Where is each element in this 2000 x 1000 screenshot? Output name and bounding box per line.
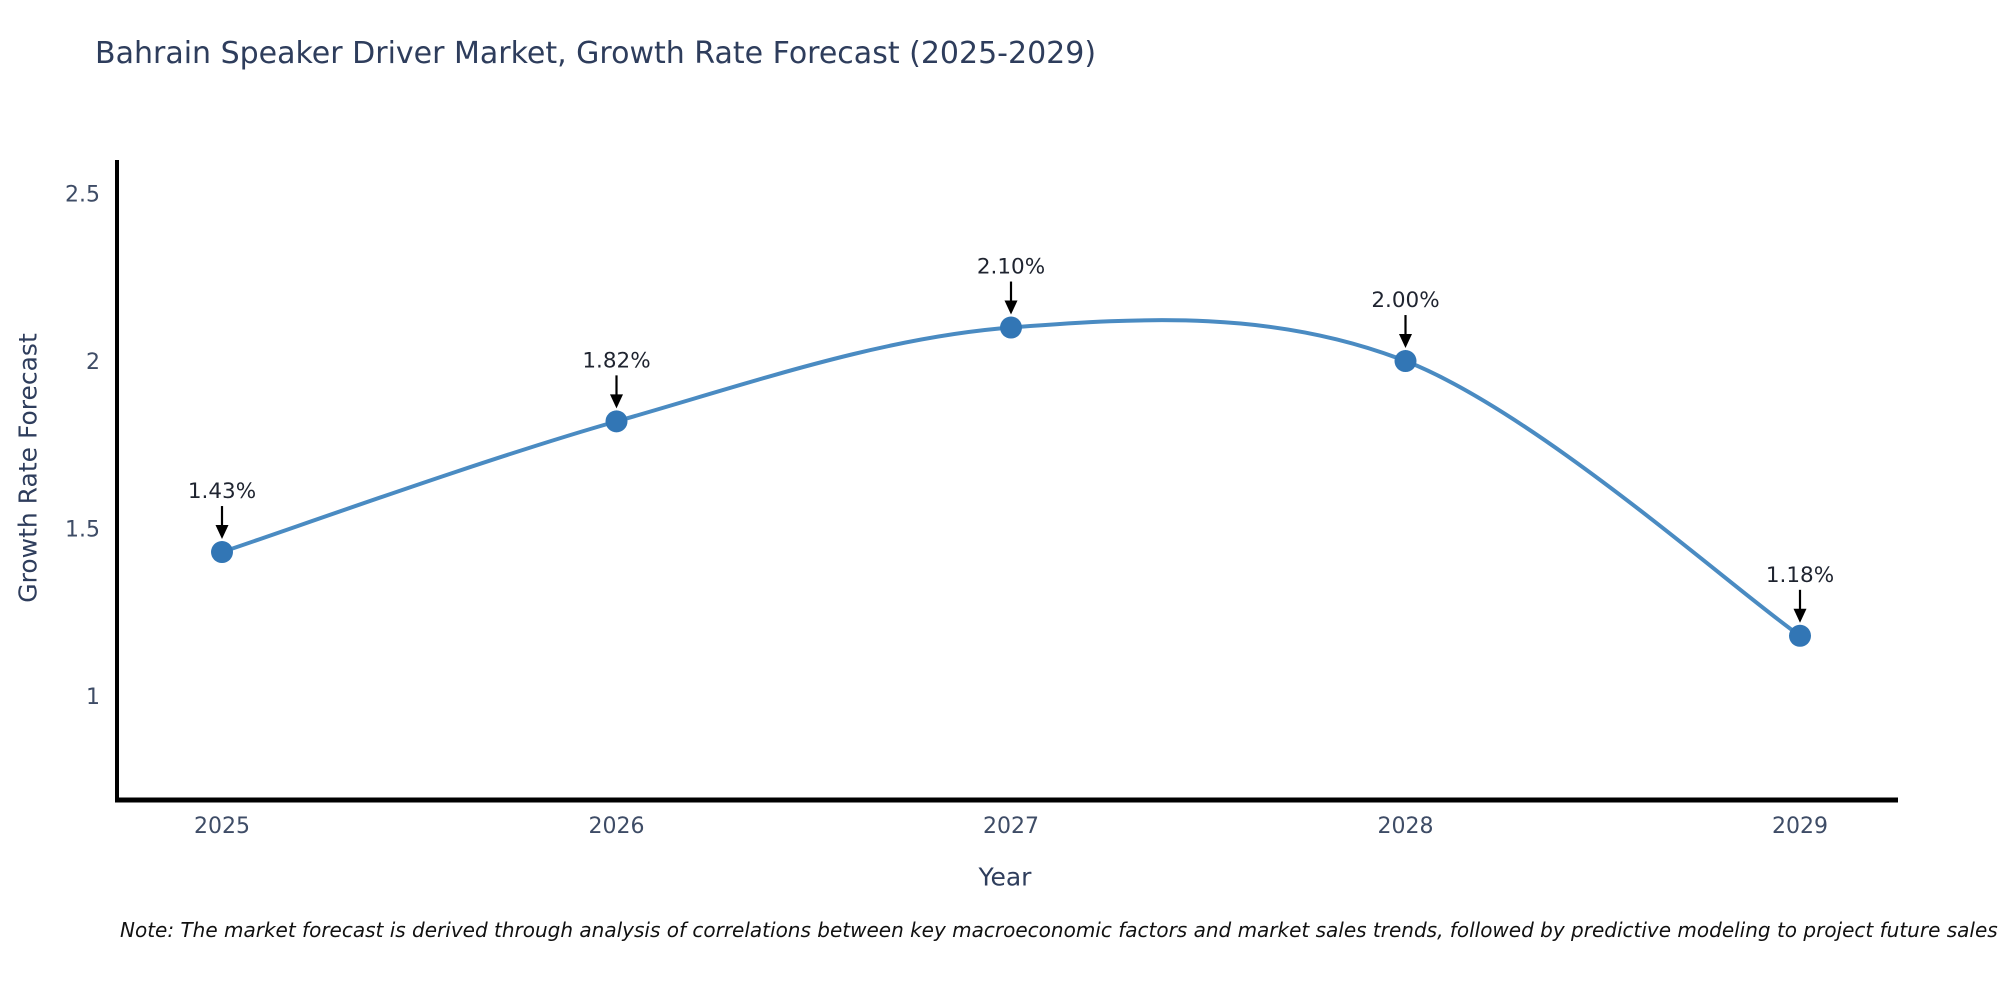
data-point-marker: [605, 410, 628, 433]
y-tick-label: 2.5: [65, 183, 100, 208]
x-axis-title: Year: [978, 862, 1032, 892]
x-tick-label: 2029: [1772, 814, 1828, 839]
annotation-arrowhead-icon: [1004, 300, 1018, 315]
data-point-label: 1.18%: [1766, 563, 1834, 588]
chart-title: Bahrain Speaker Driver Market, Growth Ra…: [95, 36, 1097, 71]
data-point-marker: [211, 541, 233, 564]
y-tick-label: 1: [86, 685, 100, 710]
x-tick-label: 2028: [1378, 814, 1434, 839]
y-axis-title: Growth Rate Forecast: [13, 333, 43, 603]
annotation-arrowhead-icon: [1793, 608, 1807, 623]
y-tick-label: 2: [86, 350, 100, 375]
annotation-arrowhead-icon: [1399, 334, 1412, 349]
data-point-label: 2.00%: [1371, 288, 1439, 313]
x-tick-label: 2025: [194, 814, 250, 839]
data-point-marker: [1789, 624, 1811, 647]
annotation-arrowhead-icon: [610, 394, 623, 409]
footnote: Note: The market forecast is derived thr…: [120, 918, 1998, 942]
data-point-label: 2.10%: [977, 255, 1045, 280]
annotation-arrowhead-icon: [215, 525, 229, 540]
data-point-label: 1.43%: [188, 479, 256, 504]
x-tick-label: 2027: [983, 814, 1039, 839]
x-tick-label: 2026: [589, 814, 645, 839]
forecast-line: [221, 318, 1802, 638]
y-tick-label: 1.5: [65, 518, 100, 543]
data-point-label: 1.82%: [582, 348, 650, 373]
data-point-marker: [1394, 350, 1417, 373]
data-point-marker: [1000, 316, 1022, 339]
